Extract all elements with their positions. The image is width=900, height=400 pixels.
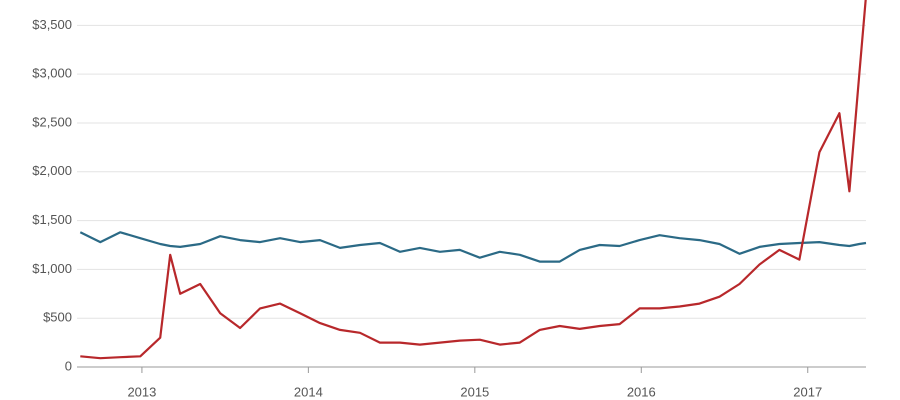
y-tick-label: 0 xyxy=(65,358,72,373)
y-tick-label: $2,500 xyxy=(32,114,72,129)
line-series xyxy=(80,0,867,360)
x-tick-label: 2015 xyxy=(460,384,489,399)
y-tick-label: $3,000 xyxy=(32,66,72,81)
y-tick-label: $3,500 xyxy=(32,17,72,32)
y-tick-label: $1,000 xyxy=(32,261,72,276)
x-tick-label: 2013 xyxy=(127,384,156,399)
y-tick-label: $500 xyxy=(43,310,72,325)
x-tick-label: 2016 xyxy=(627,384,656,399)
x-tick-label: 2014 xyxy=(294,384,323,399)
y-tick-label: $1,500 xyxy=(32,212,72,227)
x-tick-label: 2017 xyxy=(793,384,822,399)
y-tick-label: $2,000 xyxy=(32,163,72,178)
line-series xyxy=(79,231,867,263)
